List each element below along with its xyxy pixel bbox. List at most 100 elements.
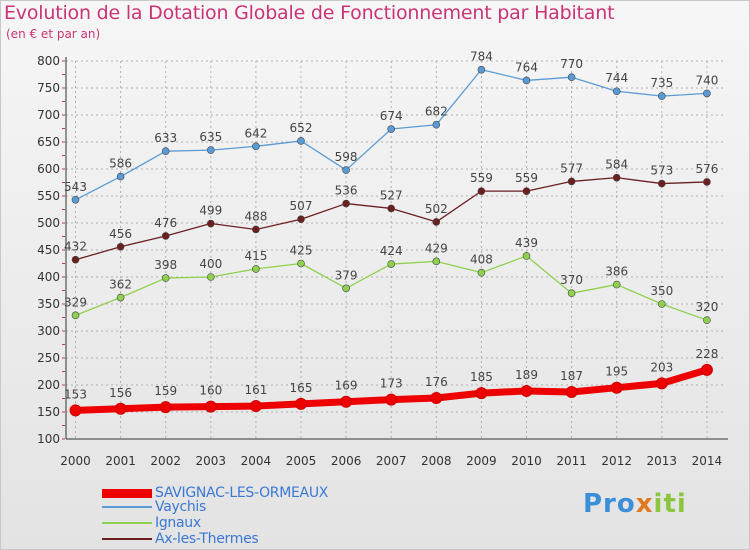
y-tick-label-800: 800	[37, 54, 60, 68]
legend-swatch-ax	[102, 538, 152, 540]
point-vaychis-2009	[477, 65, 486, 74]
legend-label-vaychis: Vaychis	[155, 499, 207, 515]
data-label-savignac-2006: 169	[335, 379, 358, 393]
data-label-ignaux-2003: 400	[199, 257, 222, 271]
data-label-ax-2004: 488	[244, 209, 267, 223]
data-label-savignac-2001: 156	[109, 386, 132, 400]
data-label-ignaux-2013: 350	[650, 284, 673, 298]
point-savignac-2006	[340, 395, 353, 408]
point-vaychis-2008	[432, 120, 441, 129]
chart-subtitle: (en € et par an)	[6, 27, 101, 41]
point-ax-2006	[342, 199, 350, 208]
data-label-ignaux-2010: 439	[515, 236, 538, 250]
x-tick-label-2008: 2008	[421, 454, 452, 468]
point-ax-2000	[71, 255, 80, 264]
point-ignaux-2004	[252, 265, 260, 273]
x-tick-label-2011: 2011	[556, 454, 587, 468]
point-ax-2002	[161, 232, 170, 240]
data-label-ax-2013: 573	[650, 164, 673, 178]
data-label-ignaux-2008: 429	[425, 241, 448, 255]
point-vaychis-2001	[116, 172, 125, 181]
point-ax-2004	[252, 225, 260, 234]
point-savignac-2007	[385, 393, 398, 406]
data-label-vaychis-2009: 784	[470, 50, 493, 64]
data-label-ignaux-2012: 386	[605, 265, 628, 279]
data-label-ignaux-2000: 329	[64, 295, 87, 309]
point-savignac-2012	[610, 381, 623, 394]
point-savignac-2010	[520, 384, 533, 397]
legend-label-ignaux: Ignaux	[155, 515, 201, 531]
data-label-savignac-2002: 159	[154, 384, 177, 398]
data-label-vaychis-2013: 735	[650, 76, 673, 90]
legend-label-ax: Ax-les-Thermes	[155, 531, 259, 547]
point-ax-2012	[612, 173, 621, 182]
point-savignac-2003	[204, 400, 217, 413]
data-label-savignac-2007: 173	[380, 377, 403, 391]
point-vaychis-2013	[657, 92, 666, 100]
y-tick-label-750: 750	[37, 81, 60, 95]
legend-item-vaychis: Vaychis	[102, 499, 206, 515]
data-label-ax-2009: 559	[470, 171, 493, 185]
point-vaychis-2014	[703, 89, 711, 98]
point-savignac-2002	[159, 401, 172, 414]
data-label-vaychis-2006: 598	[335, 150, 358, 164]
data-label-ignaux-2002: 398	[154, 258, 177, 272]
point-ignaux-2006	[342, 284, 350, 293]
legend-item-savignac: SAVIGNAC-LES-ORMEAUX	[102, 485, 328, 501]
point-ignaux-2012	[612, 280, 621, 289]
data-label-ax-2008: 502	[425, 202, 448, 216]
point-ax-2014	[703, 178, 711, 186]
x-tick-label-2004: 2004	[241, 454, 272, 468]
proxiti-logo: Proxiti	[583, 489, 687, 519]
point-ignaux-2007	[387, 260, 396, 268]
data-label-savignac-2012: 195	[605, 365, 628, 379]
data-label-ax-2001: 456	[109, 227, 132, 241]
data-label-ax-2000: 432	[64, 240, 87, 254]
point-vaychis-2007	[387, 125, 396, 133]
point-vaychis-2012	[612, 87, 621, 96]
data-label-vaychis-2002: 633	[154, 131, 177, 145]
x-tick-label-2005: 2005	[286, 454, 317, 468]
chart-title: Evolution de la Dotation Globale de Fonc…	[4, 2, 615, 24]
data-label-vaychis-2014: 740	[695, 73, 718, 87]
x-tick-label-2009: 2009	[466, 454, 497, 468]
data-label-savignac-2009: 185	[470, 370, 493, 384]
point-ax-2003	[207, 219, 215, 228]
point-ax-2009	[477, 187, 486, 195]
y-tick-label-100: 100	[37, 432, 60, 446]
point-savignac-2014	[700, 363, 713, 376]
y-tick-label-700: 700	[37, 108, 60, 122]
y-tick-label-150: 150	[37, 405, 60, 419]
point-ignaux-2010	[522, 252, 531, 260]
x-tick-label-2010: 2010	[511, 454, 542, 468]
x-tick-label-2003: 2003	[196, 454, 227, 468]
y-tick-label-500: 500	[37, 216, 60, 230]
data-label-ax-2014: 576	[695, 162, 718, 176]
data-label-vaychis-2010: 764	[515, 60, 538, 74]
y-tick-label-400: 400	[37, 270, 60, 284]
data-label-savignac-2000: 153	[64, 387, 87, 401]
point-savignac-2011	[565, 386, 578, 399]
x-tick-label-2012: 2012	[601, 454, 632, 468]
x-tick-label-2013: 2013	[647, 454, 678, 468]
point-ignaux-2005	[297, 259, 305, 268]
y-tick-label-250: 250	[37, 351, 60, 365]
point-ax-2013	[657, 179, 666, 188]
data-label-vaychis-2007: 674	[380, 109, 403, 123]
point-ax-2011	[567, 177, 576, 186]
data-label-savignac-2005: 165	[290, 381, 313, 395]
point-savignac-2004	[249, 400, 262, 413]
x-tick-label-2014: 2014	[692, 454, 723, 468]
point-vaychis-2010	[522, 76, 531, 85]
point-savignac-2009	[475, 387, 488, 400]
point-vaychis-2006	[342, 166, 350, 174]
data-label-ignaux-2014: 320	[695, 300, 718, 314]
point-ignaux-2014	[703, 316, 711, 325]
point-ax-2005	[297, 215, 305, 224]
data-label-savignac-2003: 160	[199, 384, 222, 398]
point-ax-2010	[522, 187, 531, 195]
point-ignaux-2013	[657, 300, 666, 308]
data-label-savignac-2013: 203	[650, 360, 673, 374]
y-tick-label-350: 350	[37, 297, 60, 311]
